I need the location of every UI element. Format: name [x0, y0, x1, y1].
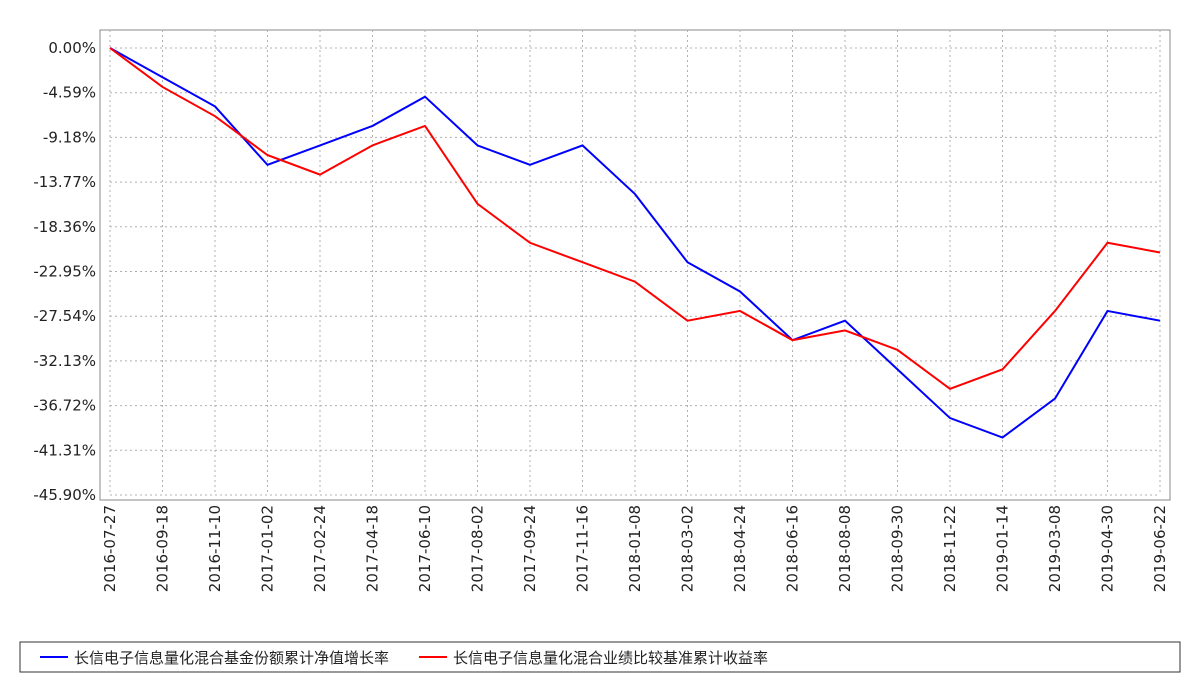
y-tick-label: -22.95% [33, 263, 96, 281]
y-tick-label: -18.36% [33, 218, 96, 236]
x-tick-label: 2017-02-24 [311, 505, 329, 592]
x-tick-label: 2019-06-22 [1151, 505, 1169, 592]
legend-label: 长信电子信息量化混合基金份额累计净值增长率 [74, 649, 389, 667]
y-tick-label: -41.31% [33, 441, 96, 459]
y-tick-label: -4.59% [43, 84, 96, 102]
y-tick-label: -27.54% [33, 307, 96, 325]
x-tick-label: 2019-01-14 [994, 505, 1012, 592]
x-tick-label: 2017-11-16 [574, 505, 592, 592]
y-tick-label: -36.72% [33, 397, 96, 415]
y-tick-label: 0.00% [48, 39, 96, 57]
x-tick-label: 2017-08-02 [469, 505, 487, 592]
y-tick-label: -45.90% [33, 486, 96, 504]
chart: 长信电子信息量化混合基金份额累计净值增长率 长信电子信息量化混合业绩比较基准累计收… [0, 0, 1194, 675]
x-tick-label: 2016-07-27 [101, 505, 119, 592]
x-tick-label: 2018-11-22 [941, 505, 959, 592]
x-tick-label: 2018-06-16 [784, 505, 802, 592]
x-tick-label: 2018-03-02 [679, 505, 697, 592]
x-tick-label: 2017-01-02 [259, 505, 277, 592]
x-tick-label: 2018-04-24 [731, 505, 749, 592]
legend-label: 长信电子信息量化混合业绩比较基准累计收益率 [453, 649, 768, 667]
x-tick-label: 2017-06-10 [416, 505, 434, 592]
x-tick-label: 2018-08-08 [836, 505, 854, 592]
y-tick-label: -32.13% [33, 352, 96, 370]
x-tick-label: 2018-01-08 [626, 505, 644, 592]
x-tick-label: 2019-03-08 [1046, 505, 1064, 592]
x-tick-label: 2017-09-24 [521, 505, 539, 592]
x-tick-label: 2019-04-30 [1099, 505, 1117, 592]
y-tick-label: -9.18% [43, 128, 96, 146]
x-tick-label: 2018-09-30 [889, 505, 907, 592]
y-tick-label: -13.77% [33, 173, 96, 191]
x-tick-label: 2016-11-10 [206, 505, 224, 592]
series-line [110, 48, 1160, 389]
x-tick-label: 2017-04-18 [364, 505, 382, 592]
legend: 长信电子信息量化混合基金份额累计净值增长率 长信电子信息量化混合业绩比较基准累计收… [20, 642, 1180, 672]
x-tick-label: 2016-09-18 [154, 505, 172, 592]
